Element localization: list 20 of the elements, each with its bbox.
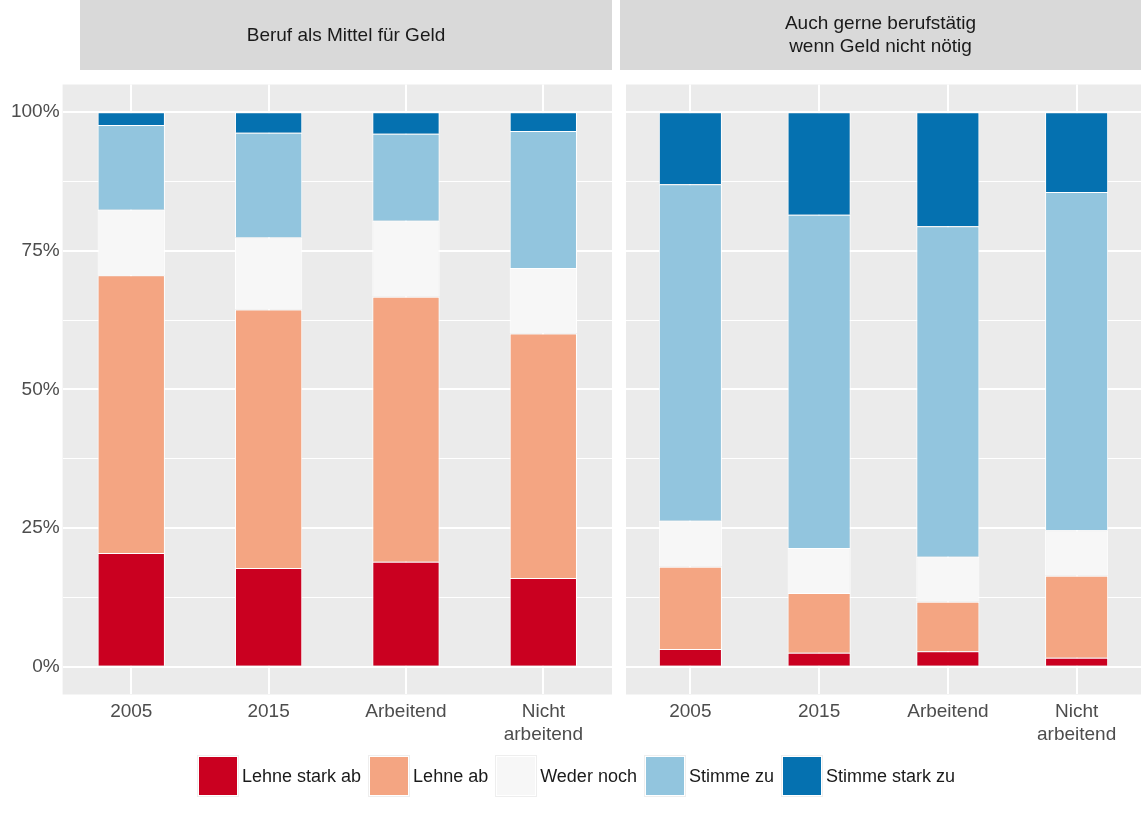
- legend-label: Stimme stark zu: [825, 765, 955, 787]
- y-tick-label: 0%: [32, 654, 60, 676]
- chart-title: Auch gerne berufstätig wenn Geld nicht nötig: [620, 0, 1141, 70]
- legend-label: Lehne ab: [413, 765, 489, 787]
- x-tick-label: 2005: [110, 700, 153, 722]
- y-tick-label: 50%: [21, 377, 60, 399]
- y-tick-label: 100%: [10, 100, 60, 122]
- x-tick-label: 2005: [669, 700, 712, 722]
- x-tick-label: Arbeitend: [907, 700, 989, 722]
- legend-label: Stimme zu: [688, 765, 774, 787]
- x-tick-label: Arbeitend: [365, 700, 447, 722]
- chart-title: Beruf als Mittel für Geld: [80, 0, 612, 70]
- x-tick-label: Nicht arbeitend: [503, 700, 583, 744]
- x-tick-label: 2015: [797, 700, 841, 722]
- x-tick-label: Nicht arbeitend: [1037, 700, 1117, 744]
- y-tick-label: 25%: [21, 516, 60, 538]
- legend-label: Weder noch: [540, 765, 637, 787]
- x-tick-label: 2015: [247, 700, 290, 722]
- legend-label: Lehne stark ab: [242, 765, 362, 787]
- y-tick-label: 75%: [21, 239, 60, 260]
